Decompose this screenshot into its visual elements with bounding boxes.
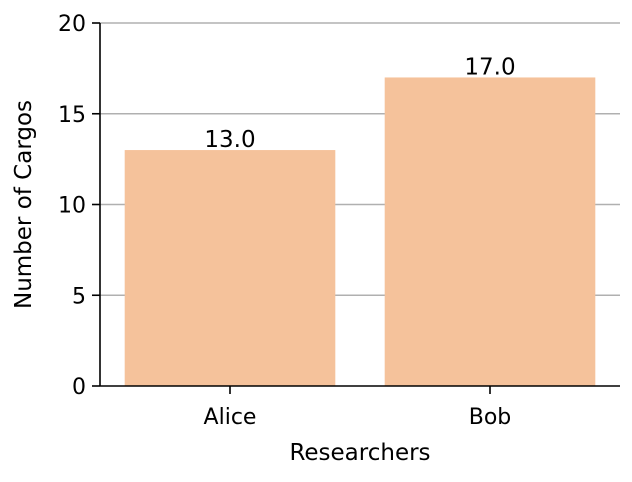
- x-axis-title: Researchers: [289, 440, 430, 466]
- bar: [124, 150, 336, 386]
- data-labels: 13.0 17.0: [204, 54, 515, 153]
- y-tick-label: 15: [58, 103, 86, 128]
- ticks: 0 5 10 15 20 Alice Bob: [58, 12, 511, 430]
- x-tick-label: Alice: [204, 405, 257, 430]
- y-tick-label: 5: [72, 284, 86, 309]
- bar-value-label: 17.0: [464, 54, 515, 80]
- y-axis-title: Number of Cargos: [11, 100, 37, 309]
- y-tick-label: 10: [58, 194, 86, 219]
- x-tick-label: Bob: [469, 405, 512, 430]
- bar: [384, 77, 596, 386]
- bars: [124, 77, 596, 386]
- bar-value-label: 13.0: [204, 127, 255, 153]
- y-tick-label: 0: [72, 375, 86, 400]
- y-tick-label: 20: [58, 12, 86, 37]
